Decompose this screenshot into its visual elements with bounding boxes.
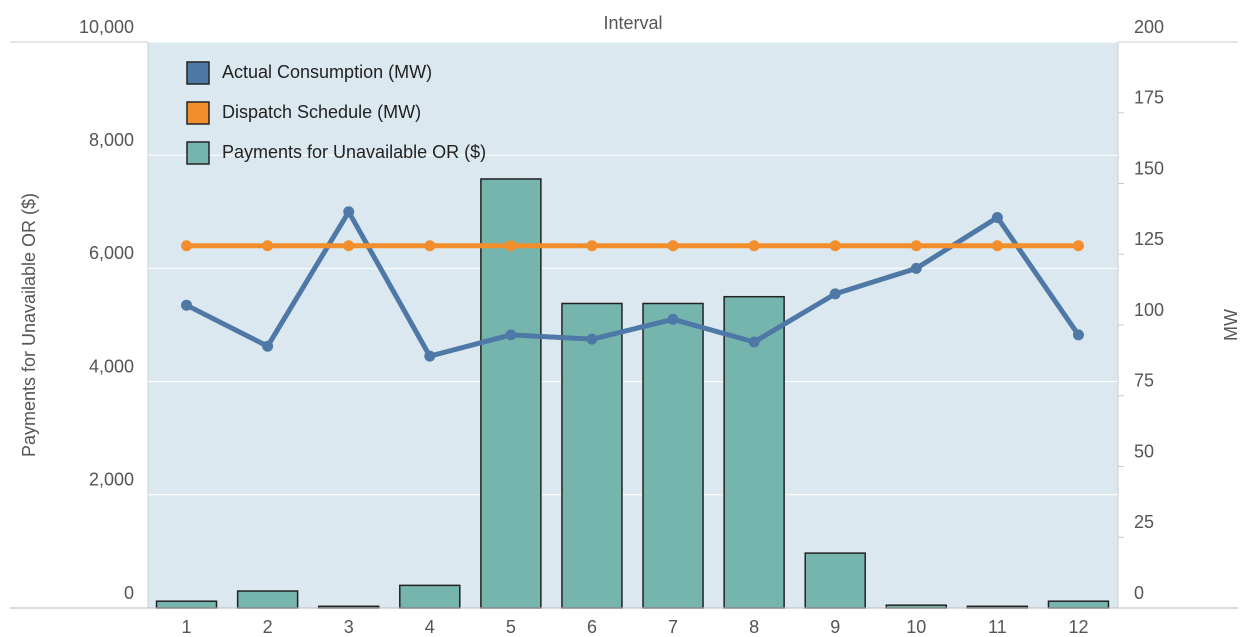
- y2-tick-label: 25: [1134, 512, 1154, 532]
- x-tick-label: 9: [830, 617, 840, 637]
- point: [505, 329, 517, 341]
- bar: [642, 302, 704, 609]
- bar: [1047, 600, 1110, 609]
- y-tick-label: 2,000: [89, 470, 134, 490]
- point: [181, 299, 193, 311]
- bar: [723, 295, 785, 609]
- bar: [155, 600, 218, 609]
- legend-label: Actual Consumption (MW): [222, 62, 432, 82]
- bar: [561, 302, 623, 609]
- x-tick-label: 12: [1068, 617, 1088, 637]
- x-tick-label: 8: [749, 617, 759, 637]
- point: [505, 240, 517, 252]
- y2-tick-label: 100: [1134, 300, 1164, 320]
- x-tick-label: 2: [263, 617, 273, 637]
- point: [667, 313, 679, 325]
- point: [748, 336, 760, 348]
- y-axis-title: Payments for Unavailable OR ($): [19, 193, 39, 457]
- y-tick-label: 4,000: [89, 356, 134, 376]
- legend-swatch: [186, 101, 210, 125]
- point: [343, 240, 355, 252]
- y2-tick-label: 175: [1134, 88, 1164, 108]
- line: [185, 209, 1081, 359]
- x-tick-label: 5: [506, 617, 516, 637]
- x-tick-label: 6: [587, 617, 597, 637]
- point: [1072, 240, 1084, 252]
- legend-label: Dispatch Schedule (MW): [222, 102, 421, 122]
- point: [910, 240, 922, 252]
- point: [910, 262, 922, 274]
- y2-tick-label: 200: [1134, 17, 1164, 37]
- plot-area: [148, 42, 1118, 608]
- x-tick-label: 1: [182, 617, 192, 637]
- y-tick-label: 10,000: [79, 17, 134, 37]
- point: [181, 240, 193, 252]
- point: [262, 340, 274, 352]
- y2-tick-label: 125: [1134, 229, 1164, 249]
- y2-axis-title: MW: [1221, 309, 1241, 341]
- bar: [804, 552, 866, 609]
- y-tick-label: 8,000: [89, 130, 134, 150]
- point: [586, 333, 598, 345]
- y2-tick-label: 75: [1134, 371, 1154, 391]
- point: [586, 240, 598, 252]
- point: [748, 240, 760, 252]
- point: [1072, 329, 1084, 341]
- legend-label: Payments for Unavailable OR ($): [222, 142, 486, 162]
- x-tick-label: 7: [668, 617, 678, 637]
- x-tick-label: 3: [344, 617, 354, 637]
- y-tick-label: 6,000: [89, 243, 134, 263]
- chart-title: Interval: [603, 13, 662, 33]
- point: [991, 240, 1003, 252]
- y2-tick-label: 50: [1134, 441, 1154, 461]
- y2-tick-label: 0: [1134, 583, 1144, 603]
- y-tick-label: 0: [124, 583, 134, 603]
- legend-swatch: [186, 141, 210, 165]
- point: [829, 288, 841, 300]
- point: [343, 206, 355, 218]
- point: [829, 240, 841, 252]
- point: [262, 240, 274, 252]
- bar: [399, 584, 461, 609]
- point: [667, 240, 679, 252]
- point: [424, 240, 436, 252]
- point: [991, 211, 1003, 223]
- legend-swatch: [186, 61, 210, 85]
- point: [424, 350, 436, 362]
- y2-tick-label: 150: [1134, 158, 1164, 178]
- x-tick-label: 11: [988, 617, 1007, 637]
- x-tick-label: 10: [906, 617, 926, 637]
- x-tick-label: 4: [425, 617, 435, 637]
- bar: [236, 590, 299, 609]
